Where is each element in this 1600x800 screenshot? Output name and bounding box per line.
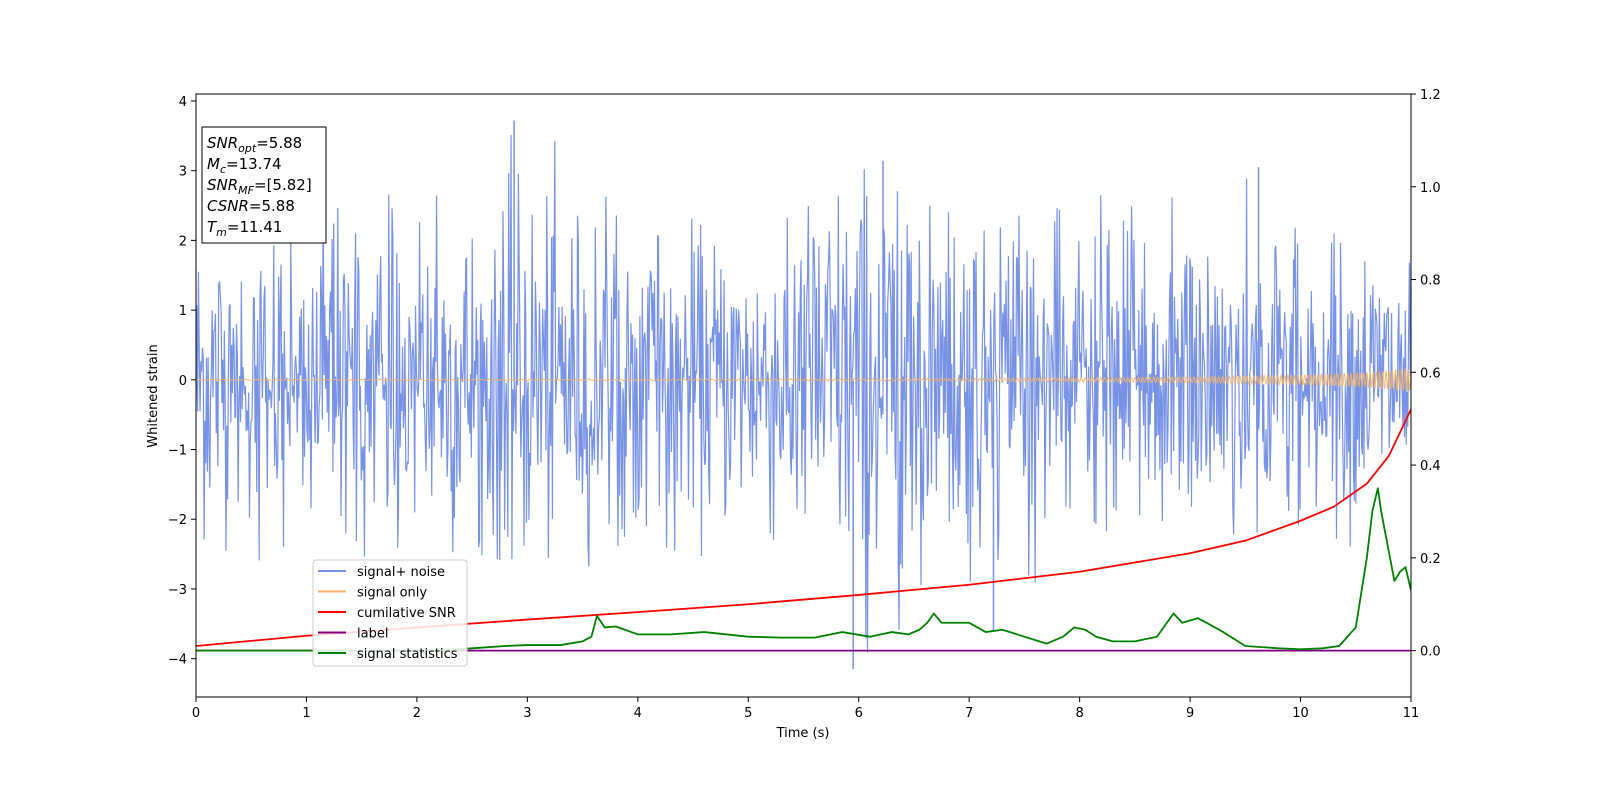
x-tick-label: 0 (192, 706, 200, 721)
y-axis-label: Whitened strain (146, 344, 161, 447)
y-left-tick-label: 4 (179, 95, 187, 110)
y-right-tick-label: 1.2 (1420, 88, 1441, 103)
x-tick-label: 4 (634, 706, 642, 721)
annotation-value: =5.88 (249, 197, 295, 215)
y-right-tick-label: 0.0 (1420, 645, 1441, 660)
annotation-symbol: CSNR (207, 197, 249, 215)
annotation-subscript: MF (238, 184, 254, 197)
annotation-value: =[5.82] (254, 176, 312, 194)
annotation-lines: SNRopt=5.88Mc=13.74SNRMF=[5.82]CSNR=5.88… (207, 134, 312, 239)
annotation-value: =5.88 (256, 134, 302, 152)
x-tick-label: 1 (302, 706, 310, 721)
annotation-line: Mc=13.74 (207, 155, 282, 176)
legend-label: cumilative SNR (357, 606, 456, 621)
annotation-subscript: c (220, 163, 226, 176)
y-left-tick-label: −3 (168, 583, 187, 598)
legend-entries: signal+ noise signal only cumilative SNR la… (318, 565, 458, 662)
plot-frame (195, 93, 1412, 698)
y-right-tick-label: 1.0 (1420, 181, 1441, 196)
annotation-line: Tm=11.41 (207, 218, 282, 239)
y-left-tick-label: 3 (179, 165, 187, 180)
series-layer (196, 120, 1411, 670)
x-tick-label: 11 (1403, 706, 1420, 721)
x-axis-label: Time (s) (776, 726, 830, 741)
legend-label: signal only (357, 586, 427, 601)
x-axis: 0 1 2 3 4 5 6 7 8 9 10 11 (192, 697, 1419, 721)
series-line-signal-only (196, 368, 1411, 392)
x-tick-label: 10 (1292, 706, 1309, 721)
x-tick-label: 7 (965, 706, 973, 721)
annotation-line: SNRMF=[5.82] (207, 176, 312, 197)
annotation-value: =11.41 (227, 218, 283, 236)
legend-item: signal+ noise (318, 565, 445, 580)
series-line-cumilative-snr (196, 409, 1411, 647)
y-left-tick-label: 2 (179, 234, 187, 249)
legend-label: label (357, 627, 388, 642)
legend-frame (312, 559, 468, 667)
y-right-tick-label: 0.4 (1420, 459, 1441, 474)
annotation-subscript: opt (238, 142, 257, 155)
annotation-line: SNRopt=5.88 (207, 134, 302, 155)
annotation-symbol: SNR (207, 176, 238, 194)
legend: signal+ noise signal only cumilative SNR la… (312, 559, 468, 667)
y-left-tick-label: 0 (179, 374, 187, 389)
x-tick-label: 5 (744, 706, 752, 721)
x-tick-label: 8 (1075, 706, 1083, 721)
legend-item: label (318, 627, 388, 642)
annotation-symbol: M (207, 155, 220, 173)
x-tick-label: 9 (1186, 706, 1194, 721)
y-axis-right: 0.0 0.2 0.4 0.6 0.8 1.0 1.2 (1411, 88, 1441, 660)
x-tick-label: 2 (413, 706, 421, 721)
legend-item: cumilative SNR (318, 606, 456, 621)
annotation-symbol: T (207, 218, 218, 236)
legend-item: signal statistics (318, 647, 458, 662)
plot-area (195, 93, 1412, 698)
y-left-tick-label: −4 (168, 653, 187, 668)
legend-label: signal+ noise (357, 565, 445, 580)
y-left-tick-label: −1 (168, 444, 187, 459)
y-left-tick-label: −2 (168, 513, 187, 528)
annotation-value: =13.74 (226, 155, 282, 173)
series-line-signal-statistics (196, 487, 1411, 652)
annotation-box: SNRopt=5.88Mc=13.74SNRMF=[5.82]CSNR=5.88… (201, 126, 327, 244)
y-left-tick-label: 1 (179, 304, 187, 319)
series-line-signal-noise (196, 135, 1411, 653)
y-axis-left: −4 −3 −2 −1 0 1 2 3 4 (168, 95, 196, 668)
legend-label: signal statistics (357, 647, 458, 662)
x-tick-label: 3 (523, 706, 531, 721)
y-right-tick-label: 0.2 (1420, 552, 1441, 567)
legend-item: signal only (318, 586, 427, 601)
annotation-subscript: m (216, 226, 227, 239)
annotation-line: CSNR=5.88 (207, 197, 295, 215)
y-right-tick-label: 0.8 (1420, 274, 1441, 289)
x-tick-label: 6 (855, 706, 863, 721)
annotation-frame (201, 126, 327, 244)
y-right-tick-label: 0.6 (1420, 366, 1441, 381)
annotation-symbol: SNR (207, 134, 238, 152)
